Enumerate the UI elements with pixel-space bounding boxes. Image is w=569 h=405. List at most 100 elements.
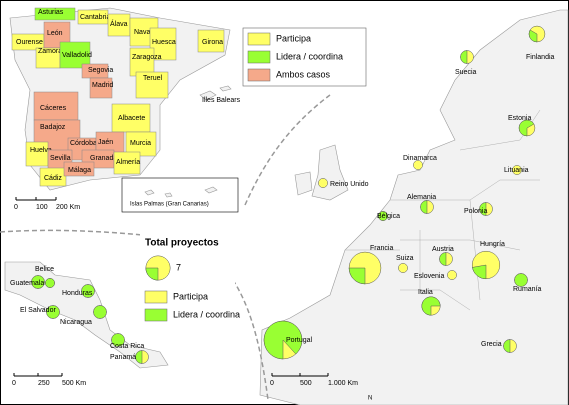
country-label: Panamá — [110, 354, 136, 361]
pie-lidera — [460, 50, 468, 64]
country-label: Bélgica — [377, 213, 400, 220]
country-label: Lituania — [504, 167, 529, 174]
province-label: Zaragoza — [132, 54, 162, 61]
pie-total — [398, 263, 408, 273]
province-label: Navarra — [134, 29, 159, 36]
balears-land — [199, 85, 232, 101]
pie-lidera — [135, 350, 143, 364]
province — [25, 141, 49, 167]
province-label: Almería — [116, 159, 140, 166]
province-label: Sevilla — [50, 155, 71, 162]
pie-legend-title: Total proyectos — [145, 238, 219, 249]
pie-lidera — [31, 275, 45, 289]
country-label: Reino Unido — [330, 181, 369, 188]
legend-swatch — [247, 32, 271, 46]
ireland-land — [294, 171, 313, 196]
pie-lidera — [111, 333, 125, 347]
country-label: Hungría — [480, 241, 505, 248]
scale-label: 250 — [38, 380, 50, 387]
pie-lidera — [420, 200, 428, 214]
pie-lidera — [93, 305, 107, 319]
scale-label: 200 Km — [56, 204, 80, 211]
province-label: Girona — [202, 39, 223, 46]
province — [33, 91, 79, 121]
province-label: Murcia — [130, 140, 151, 147]
pie-lidera — [348, 267, 366, 285]
pie-lidera — [45, 278, 55, 288]
inset-separator — [244, 94, 331, 206]
province — [63, 161, 95, 177]
province-label: Jaén — [98, 139, 113, 146]
province-label: Cáceres — [40, 105, 67, 112]
province-label: Ourense — [16, 39, 43, 46]
pie-lidera — [518, 119, 535, 137]
province — [89, 77, 113, 99]
legend-label: Lidera / coordina — [173, 309, 240, 319]
pie-lidera — [528, 29, 538, 43]
country-label: Nicaragua — [60, 319, 92, 326]
country-label: Italia — [418, 289, 433, 296]
legend-label: Ambos casos — [276, 69, 331, 79]
country-label: El Salvador — [20, 307, 56, 314]
province-label: León — [47, 30, 63, 37]
canarias-label: Islas Palmas (Gran Canarias) — [130, 202, 209, 208]
province — [59, 41, 91, 69]
country-label: Suecia — [455, 69, 477, 76]
province-label: Badajoz — [40, 124, 66, 131]
pie-total — [413, 160, 423, 170]
canarias-land — [144, 186, 218, 198]
country-label: Estonia — [508, 115, 531, 122]
province-label: Albacete — [118, 115, 145, 122]
scale-label: 0 — [270, 380, 274, 387]
pie-lidera — [439, 252, 447, 266]
scale-label: 100 — [36, 204, 48, 211]
pie-lidera — [46, 305, 60, 319]
pie-lidera — [514, 273, 528, 287]
province — [39, 167, 67, 187]
country-label: Guatemala — [10, 280, 44, 287]
province-label: Córdoba — [70, 140, 97, 147]
pie-lidera — [378, 211, 388, 221]
north-arrow: N — [368, 396, 372, 402]
country-label: Polonia — [464, 208, 487, 215]
scale-label: 500 Km — [62, 380, 86, 387]
legend-label: Lidera / coordina — [276, 51, 343, 61]
province-label: Álava — [110, 19, 128, 28]
province-label: Segovia — [88, 67, 113, 74]
country-label: Rumanía — [513, 286, 542, 293]
europe-land — [259, 9, 569, 405]
country-label: Honduras — [62, 290, 93, 297]
province — [135, 71, 169, 99]
province — [34, 7, 76, 21]
legend-swatch — [247, 50, 271, 64]
scale-label: 0 — [14, 204, 18, 211]
legend-swatch — [144, 308, 168, 322]
country-label: Austria — [432, 246, 454, 253]
legend-pie-value: 7 — [176, 262, 181, 272]
legend-swatch — [247, 68, 271, 82]
borders — [345, 109, 541, 311]
country-label: Belice — [35, 266, 54, 273]
province-label: Málaga — [68, 167, 91, 174]
province — [197, 29, 225, 53]
country-label: Costa Rica — [110, 343, 144, 350]
legend-label: Participa — [173, 291, 208, 301]
province — [113, 151, 141, 175]
pie-total — [447, 270, 457, 280]
province-label: Granada — [90, 155, 117, 162]
scale-label: 500 — [300, 380, 312, 387]
province-label: Teruel — [143, 75, 163, 82]
country-label: Grecia — [481, 341, 502, 348]
pie-lidera — [472, 264, 487, 280]
province — [149, 27, 177, 61]
pie-lidera — [479, 202, 487, 216]
province-label: Madrid — [92, 82, 114, 89]
province — [129, 47, 155, 77]
country-label: Portugal — [286, 337, 313, 344]
country-label: Francia — [370, 245, 393, 252]
country-label: Eslovenia — [414, 273, 444, 280]
scale-label: 1.000 Km — [328, 380, 358, 387]
province-label: Cádiz — [44, 175, 62, 182]
pie-lidera — [421, 296, 441, 316]
